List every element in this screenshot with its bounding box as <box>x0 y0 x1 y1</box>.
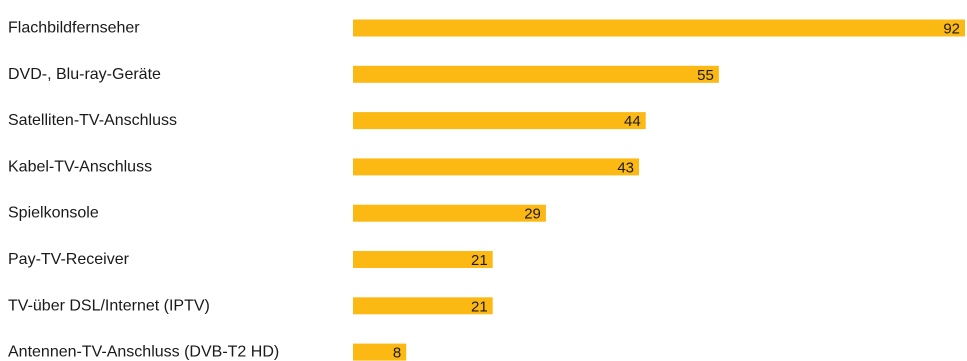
value-label: 55 <box>697 67 714 84</box>
bar <box>353 158 640 176</box>
bar <box>353 204 546 222</box>
bar <box>353 343 407 361</box>
category-label: Spielkonsole <box>8 205 99 222</box>
value-label: 21 <box>471 298 488 315</box>
value-label: 29 <box>524 206 541 223</box>
category-label: Kabel-TV-Anschluss <box>8 158 152 175</box>
value-label: 92 <box>943 21 960 38</box>
value-label: 44 <box>624 113 641 130</box>
bar <box>353 112 646 130</box>
category-label: Flachbildfernseher <box>8 20 140 37</box>
bars <box>353 19 965 361</box>
bar <box>353 297 493 315</box>
bar <box>353 19 965 37</box>
category-label: DVD-, Blu-ray-Geräte <box>8 66 161 83</box>
category-labels: Flachbildfernseher DVD-, Blu-ray-Geräte Sa… <box>8 20 279 361</box>
category-label: Pay-TV-Receiver <box>8 251 130 268</box>
bar <box>353 65 719 83</box>
category-label: Satelliten-TV-Anschluss <box>8 112 177 129</box>
bar <box>353 251 493 268</box>
category-label: Antennen-TV-Anschluss (DVB-T2 HD) <box>8 344 279 361</box>
value-label: 8 <box>393 345 401 361</box>
value-label: 43 <box>617 159 634 176</box>
category-label: TV-über DSL/Internet (IPTV) <box>8 297 210 314</box>
value-label: 21 <box>471 252 488 269</box>
value-labels: 92 55 44 43 29 21 21 8 <box>393 21 960 361</box>
